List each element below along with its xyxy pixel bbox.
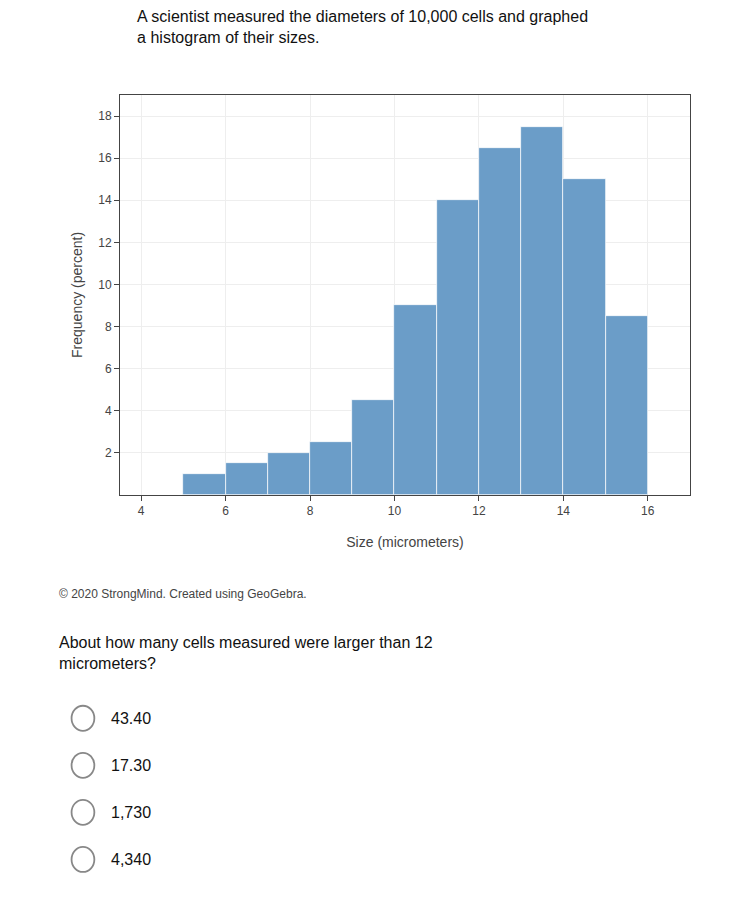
svg-text:2: 2 (105, 446, 112, 460)
svg-text:6: 6 (222, 504, 229, 518)
svg-text:Frequency (percent): Frequency (percent) (69, 232, 85, 358)
svg-text:18: 18 (98, 109, 112, 123)
svg-text:8: 8 (105, 320, 112, 334)
svg-text:12: 12 (98, 236, 112, 250)
svg-text:1,730: 1,730 (111, 804, 151, 821)
svg-text:43.40: 43.40 (111, 710, 151, 727)
svg-text:© 2020 StrongMind. Created usi: © 2020 StrongMind. Created using GeoGebr… (59, 587, 307, 601)
svg-text:4: 4 (138, 504, 145, 518)
svg-text:16: 16 (98, 151, 112, 165)
svg-text:4: 4 (105, 404, 112, 418)
svg-text:4,340: 4,340 (111, 851, 151, 868)
svg-text:17.30: 17.30 (111, 757, 151, 774)
svg-text:About how many cells measured: About how many cells measured were large… (59, 634, 433, 672)
svg-text:Size (micrometers): Size (micrometers) (346, 534, 463, 550)
svg-text:8: 8 (307, 504, 314, 518)
svg-text:6: 6 (105, 362, 112, 376)
svg-text:14: 14 (98, 193, 112, 207)
svg-text:A scientist measured the diame: A scientist measured the diameters of 10… (137, 8, 588, 46)
svg-text:12: 12 (472, 504, 486, 518)
svg-text:14: 14 (557, 504, 571, 518)
svg-text:10: 10 (388, 504, 402, 518)
svg-text:16: 16 (641, 504, 655, 518)
svg-text:10: 10 (98, 278, 112, 292)
